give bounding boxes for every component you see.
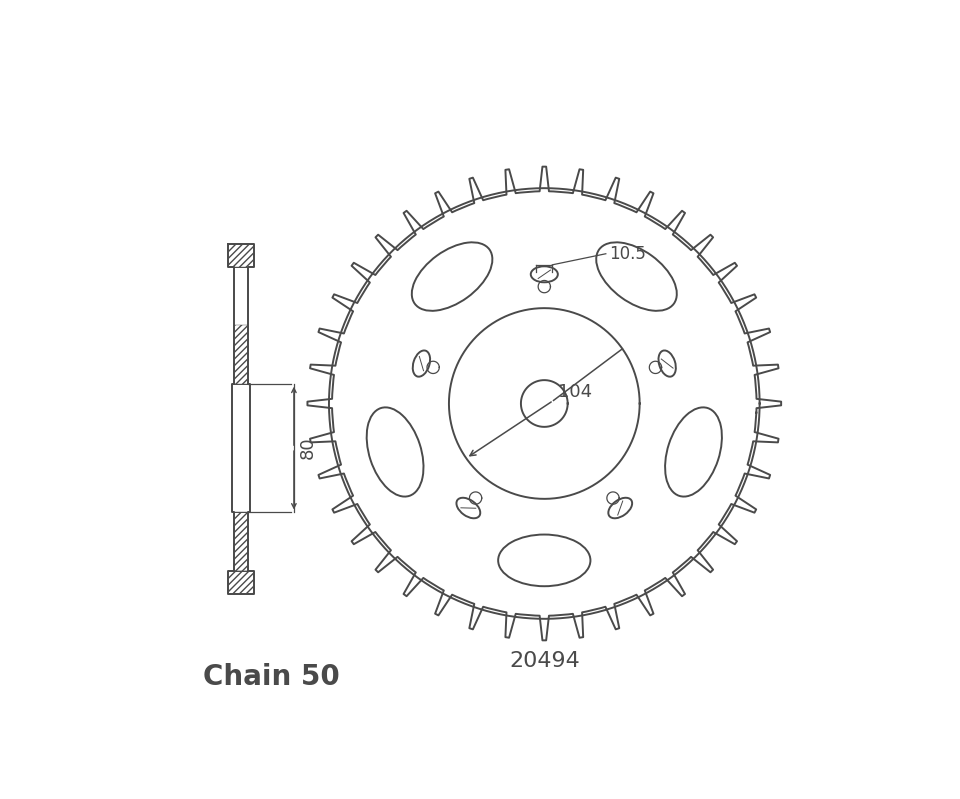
Bar [228, 244, 253, 267]
Bar [234, 512, 248, 570]
Text: 20494: 20494 [509, 650, 580, 670]
Text: 10.5: 10.5 [609, 244, 646, 263]
Bar [234, 325, 248, 384]
Text: 80: 80 [299, 437, 317, 459]
Text: Chain 50: Chain 50 [203, 663, 340, 691]
Bar [228, 570, 253, 594]
Text: 104: 104 [558, 384, 592, 401]
